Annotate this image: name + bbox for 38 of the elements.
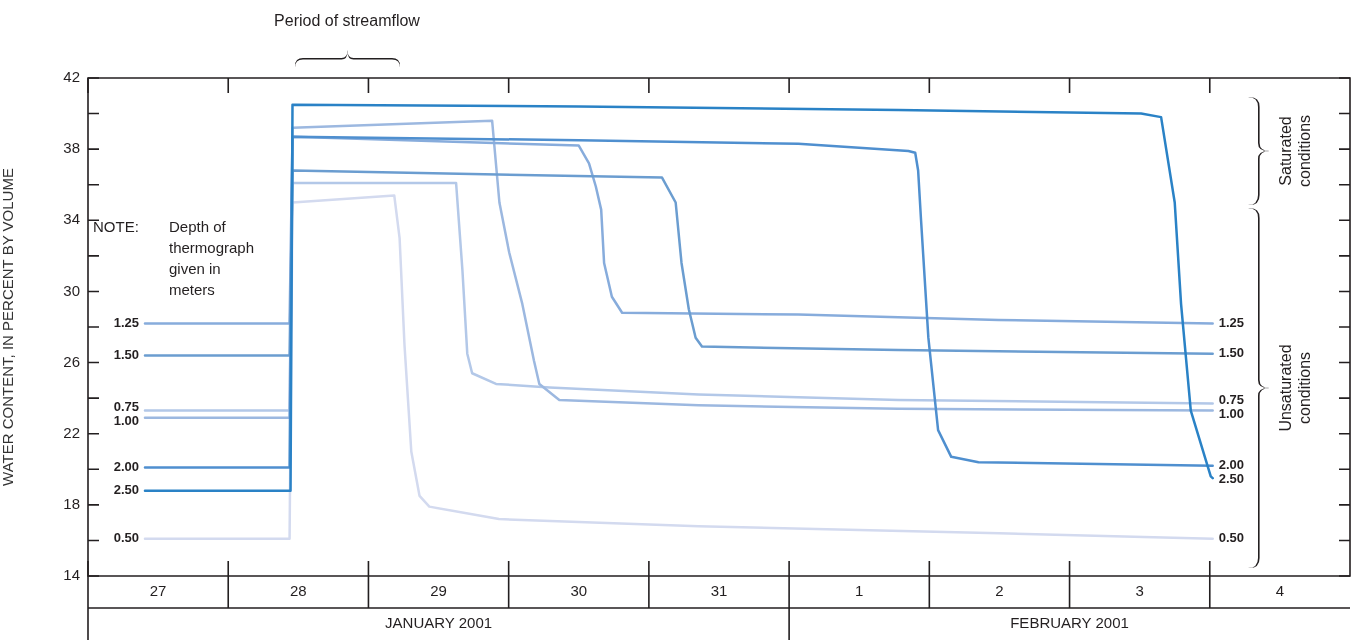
series-label: 0.75 bbox=[1218, 391, 1245, 407]
text: NOTE: Depth of thermograph given in meters bbox=[93, 217, 255, 298]
text: 1.00 bbox=[1218, 405, 1245, 421]
x-tick-label: 1 bbox=[855, 582, 864, 600]
y-tick-label: 18 bbox=[63, 495, 80, 512]
text: JANUARY 2001 bbox=[385, 614, 493, 632]
series-label: 0.50 bbox=[113, 530, 139, 546]
x-tick-label: 4 bbox=[1275, 582, 1285, 600]
text: 0.75 bbox=[113, 398, 139, 414]
series-label: 2.50 bbox=[1218, 470, 1245, 486]
x-tick-label: 29 bbox=[430, 582, 447, 600]
annotation: Saturated conditions bbox=[1276, 114, 1313, 188]
series-label: 1.00 bbox=[113, 412, 139, 428]
y-tick-label: 34 bbox=[63, 210, 80, 228]
x-tick-label: 27 bbox=[149, 582, 167, 600]
y-axis-title: WATER CONTENT, IN PERCENT BY VOLUME bbox=[0, 168, 17, 486]
text: 2.50 bbox=[113, 482, 139, 498]
text: 2.00 bbox=[1218, 456, 1245, 472]
text: 0.50 bbox=[1218, 530, 1245, 546]
x-tick-label: 3 bbox=[1135, 582, 1144, 600]
annotation: Unsaturated conditions bbox=[1276, 344, 1313, 432]
x-tick-label: 28 bbox=[289, 582, 307, 600]
series-label: 1.25 bbox=[113, 315, 139, 331]
text: 1.25 bbox=[1218, 315, 1245, 331]
series-label: 1.50 bbox=[113, 347, 139, 363]
series-label: 2.00 bbox=[113, 459, 139, 475]
y-tick-label: 26 bbox=[63, 352, 80, 370]
y-tick-label: 14 bbox=[63, 566, 80, 584]
y-tick-label: 30 bbox=[63, 281, 80, 299]
x-tick-label: 31 bbox=[710, 582, 728, 600]
text: FEBRUARY 2001 bbox=[1010, 614, 1129, 632]
y-tick-label: 42 bbox=[63, 68, 80, 86]
text: 1.50 bbox=[1218, 345, 1245, 361]
y-tick-label: 38 bbox=[63, 139, 80, 157]
text: Period of streamflow bbox=[274, 12, 421, 30]
x-tick-label: 30 bbox=[570, 582, 588, 600]
y-tick-label: 22 bbox=[63, 423, 80, 441]
x-tick-label: 2 bbox=[995, 582, 1004, 600]
